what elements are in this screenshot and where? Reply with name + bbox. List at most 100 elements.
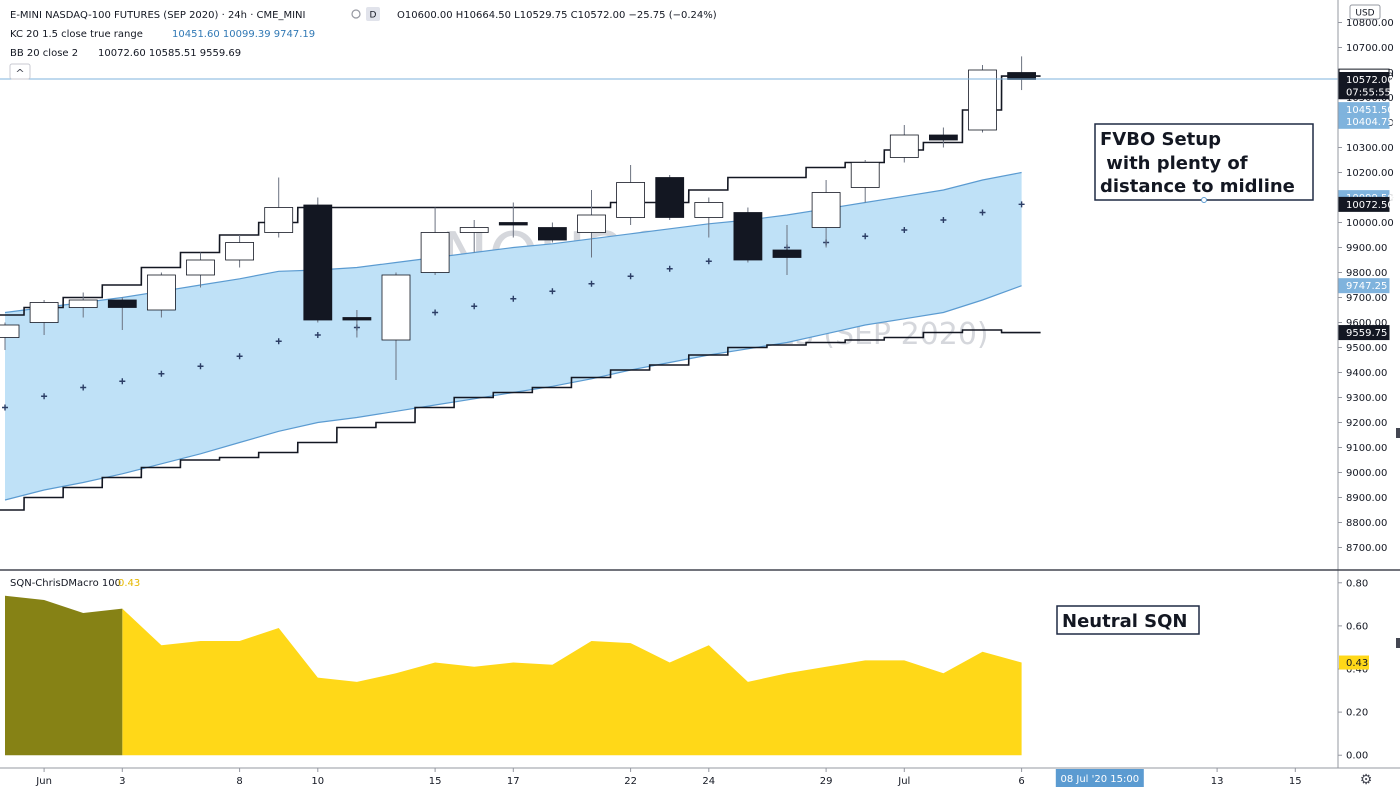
midline-marker [549, 288, 556, 295]
candle-body [968, 69, 997, 131]
candle [107, 297, 137, 330]
price-tick-label: 9200.00 [1346, 418, 1387, 429]
price-tick-label: 8900.00 [1346, 493, 1387, 504]
midline-marker [862, 233, 869, 240]
collapse-legend-icon: ^ [15, 67, 24, 80]
candle [68, 292, 98, 318]
price-tag: 9559.75 [1338, 325, 1390, 341]
price-tag: 10072.50 [1338, 196, 1394, 212]
scroll-handle-sqn[interactable] [1396, 638, 1400, 648]
price-tick-label: 9700.00 [1346, 293, 1387, 304]
price-tick-label: 8700.00 [1346, 543, 1387, 554]
midline-marker [705, 258, 712, 265]
price-tick-label: 10200.00 [1346, 168, 1394, 179]
fvbo-annotation-anchor[interactable] [1201, 197, 1207, 203]
time-tick-label: Jul [897, 776, 910, 787]
price-tag-label: 10451.50 [1346, 105, 1394, 116]
price-tag-label: 9559.75 [1346, 328, 1387, 339]
candle [146, 272, 176, 318]
sqn-value-label: 0.43 [118, 578, 140, 589]
time-tick-label: 17 [507, 776, 520, 787]
sqn-area-neutral [122, 608, 1022, 756]
price-tick-label: 10000.00 [1346, 218, 1394, 229]
currency-badge[interactable] [1349, 4, 1381, 20]
midline-marker [627, 273, 634, 280]
candle-body [577, 214, 606, 233]
candle [811, 180, 841, 248]
price-tick-label: 9500.00 [1346, 343, 1387, 354]
candle [303, 197, 333, 323]
fvbo-annotation-line-1: FVBO Setup [1100, 129, 1221, 150]
midline-marker [979, 209, 986, 216]
candle-body [850, 162, 880, 188]
candle [850, 160, 880, 203]
scroll-handle-price[interactable] [1396, 428, 1400, 438]
price-tags: 10585.5010572.0007:55:5510451.5010404.75… [1338, 68, 1394, 670]
candle-body [146, 274, 176, 311]
time-tick-label: Jun [35, 776, 52, 787]
interval-badge[interactable] [366, 7, 380, 21]
candle-body [420, 232, 450, 273]
candle-body [186, 259, 215, 276]
time-cursor-label: 08 Jul '20 15:00 [1060, 774, 1139, 785]
symbol-title: E-MINI NASDAQ-100 FUTURES (SEP 2020) · 2… [10, 10, 305, 21]
price-tick-label: 9000.00 [1346, 468, 1387, 479]
midline-marker [236, 353, 243, 360]
time-tick-label: 6 [1018, 776, 1024, 787]
time-tick-label: 22 [624, 776, 637, 787]
price-tag: 10404.75 [1338, 113, 1394, 129]
candle [616, 165, 645, 225]
candle [577, 190, 606, 258]
price-tag: 07:55:55 [1338, 84, 1391, 100]
candle-body [225, 242, 255, 261]
midline-marker [588, 280, 595, 287]
candle-body [694, 202, 724, 218]
price-tag-label: 10572.00 [1346, 75, 1394, 86]
candle [498, 202, 528, 238]
price-tag-bg [1338, 278, 1390, 294]
candle [968, 65, 997, 133]
candle [225, 235, 255, 268]
midline-marker [197, 363, 204, 370]
candle [733, 207, 763, 263]
sqn-tick-label: 0.20 [1346, 708, 1368, 719]
candle [459, 220, 489, 253]
candle-body [381, 274, 411, 341]
candle [929, 127, 958, 148]
candle [186, 252, 215, 288]
time-tick-label: 24 [702, 776, 715, 787]
sqn-annotation-box[interactable] [1056, 605, 1200, 635]
candle [381, 272, 411, 380]
time-tick-label: 10 [311, 776, 324, 787]
price-tag: 9747.25 [1338, 278, 1390, 294]
midline-marker [158, 370, 165, 377]
candle [0, 322, 20, 350]
status-dot-icon [351, 9, 361, 19]
time-tick-label: 29 [820, 776, 833, 787]
midline-marker [471, 303, 478, 310]
kc-legend-label: KC 20 1.5 close true range [10, 29, 143, 40]
candle-body [459, 227, 489, 233]
bollinger-midline-markers [2, 201, 1025, 411]
midline-marker [314, 332, 321, 338]
time-cursor-bg [1055, 769, 1144, 787]
midline-marker [275, 338, 282, 345]
price-tick-label: 10800.00 [1346, 18, 1394, 29]
interval-badge-label: D [370, 11, 377, 21]
sqn-tag-bg [1339, 655, 1369, 670]
price-tag-label: 07:55:55 [1346, 87, 1391, 98]
candle-body [616, 182, 645, 218]
settings-icon[interactable]: ⚙ [1360, 772, 1373, 788]
collapse-legend-button[interactable] [9, 63, 31, 80]
candle-body [538, 227, 567, 241]
price-tag-bg [1338, 196, 1390, 212]
bb-lower-line [0, 329, 1041, 511]
candle-body [342, 317, 372, 321]
candle [538, 222, 567, 243]
price-tick-label: 8800.00 [1346, 518, 1387, 529]
kc-fill [5, 172, 1022, 500]
fvbo-annotation-box[interactable] [1094, 123, 1314, 201]
candle-body [68, 299, 98, 308]
midline-marker [666, 265, 673, 272]
